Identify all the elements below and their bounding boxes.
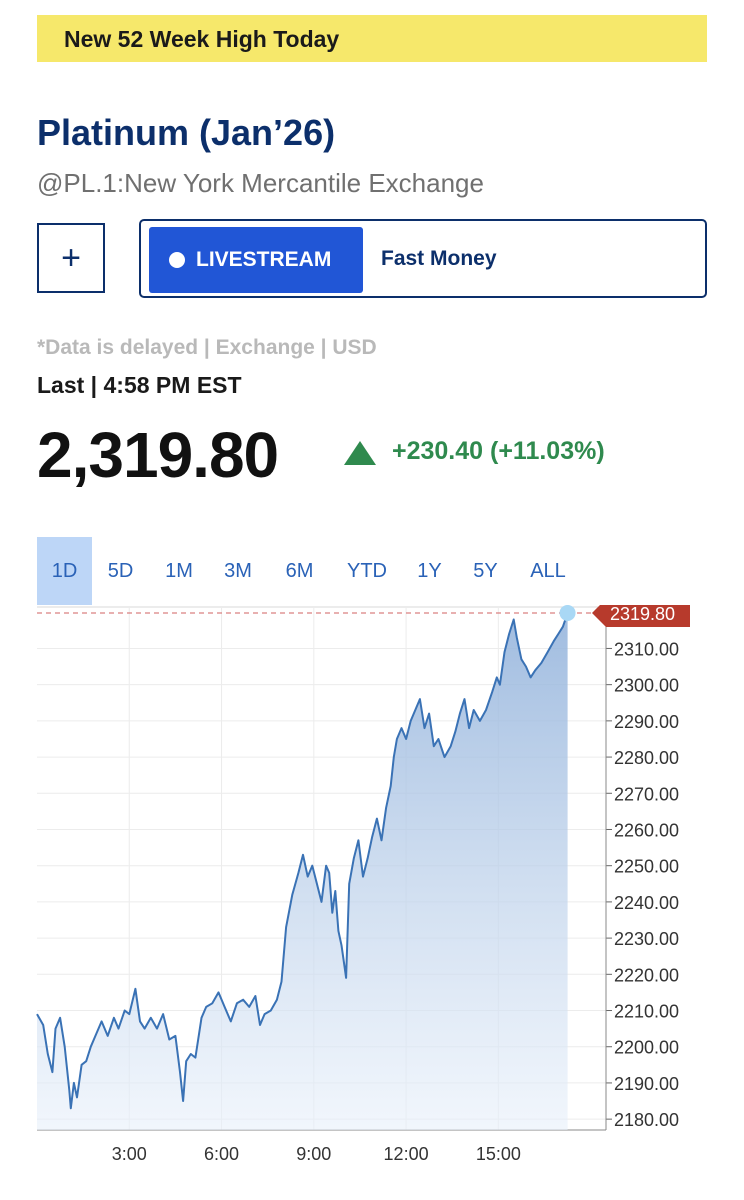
tab-all[interactable]: ALL: [530, 559, 566, 582]
add-to-watchlist-button[interactable]: +: [37, 223, 105, 293]
last-price-tag-label: 2319.80: [610, 605, 675, 624]
price-change: +230.40 (+11.03%): [392, 437, 605, 465]
price-area: [37, 613, 568, 1130]
y-tick-label: 2250.00: [614, 857, 679, 877]
y-tick-label: 2220.00: [614, 965, 679, 985]
up-triangle-icon: [344, 441, 376, 465]
last-price: 2,319.80: [37, 419, 279, 491]
tab-1y[interactable]: 1Y: [417, 559, 442, 582]
live-dot-icon: [169, 252, 185, 268]
livestream-box[interactable]: LIVESTREAM Fast Money: [139, 219, 707, 298]
tab-6m[interactable]: 6M: [285, 559, 314, 582]
tab-ytd[interactable]: YTD: [347, 559, 387, 582]
x-tick-label: 3:00: [112, 1144, 147, 1164]
livestream-label: LIVESTREAM: [196, 248, 332, 271]
x-tick-label: 9:00: [296, 1144, 331, 1164]
price-chart[interactable]: 2180.00 2190.00 2200.00 2210.00 2220.00 2230.…: [0, 605, 744, 1185]
range-tabs: 1D 5D 1M 3M 6M YTD 1Y 5Y ALL: [37, 537, 582, 605]
y-tick-label: 2180.00: [614, 1110, 679, 1130]
price-line: [36, 612, 569, 1110]
tab-1d[interactable]: 1D: [37, 537, 92, 605]
y-tick-label: 2190.00: [614, 1074, 679, 1094]
y-tick-label: 2280.00: [614, 748, 679, 768]
last-point-marker: [559, 605, 576, 621]
last-price-tag: [592, 605, 690, 627]
tab-5d[interactable]: 5D: [107, 559, 134, 582]
y-tick-label: 2290.00: [614, 712, 679, 732]
x-tick-label: 12:00: [384, 1144, 429, 1164]
y-tick-label: 2230.00: [614, 929, 679, 949]
new-high-banner: New 52 Week High Today: [37, 15, 707, 62]
y-tick-label: 2310.00: [614, 639, 679, 659]
exchange-subtitle: @PL.1:New York Mercantile Exchange: [37, 168, 484, 198]
y-tick-label: 2240.00: [614, 893, 679, 913]
y-tick-label: 2210.00: [614, 1002, 679, 1022]
last-trade-time: Last | 4:58 PM EST: [37, 372, 242, 398]
plus-icon: +: [61, 238, 81, 277]
tab-3m[interactable]: 3M: [224, 559, 252, 582]
security-title: Platinum (Jan’26): [37, 112, 336, 153]
livestream-button[interactable]: LIVESTREAM: [149, 227, 363, 293]
tab-1m[interactable]: 1M: [165, 559, 193, 582]
show-name-link[interactable]: Fast Money: [381, 247, 497, 270]
y-tick-label: 2300.00: [614, 676, 679, 696]
y-tick-label: 2200.00: [614, 1038, 679, 1058]
x-tick-label: 6:00: [204, 1144, 239, 1164]
x-tick-label: 15:00: [476, 1144, 521, 1164]
data-delayed-note: *Data is delayed | Exchange | USD: [37, 336, 377, 359]
tab-5y[interactable]: 5Y: [473, 559, 498, 582]
y-tick-label: 2260.00: [614, 820, 679, 840]
y-tick-label: 2270.00: [614, 784, 679, 804]
banner-text: New 52 Week High Today: [64, 26, 340, 52]
